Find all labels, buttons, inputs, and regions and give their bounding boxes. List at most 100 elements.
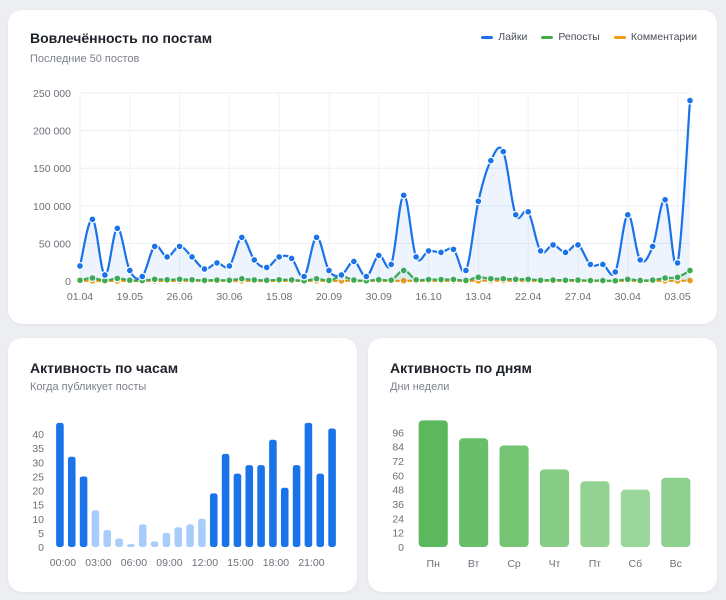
data-point-likes <box>387 260 396 269</box>
data-point-reposts <box>661 273 670 282</box>
data-point-reposts <box>499 274 508 283</box>
y-tick-label: 200 000 <box>33 126 71 138</box>
x-tick-label: 12:00 <box>192 557 218 569</box>
data-point-likes <box>437 248 446 257</box>
data-point-likes <box>175 242 184 251</box>
engagement-legend: Лайки Репосты Комментарии <box>481 31 697 43</box>
hours-title: Активность по часам <box>30 360 179 376</box>
data-point-likes <box>399 191 408 200</box>
data-point-likes <box>499 147 508 156</box>
x-tick-label: 15:00 <box>227 557 253 569</box>
legend-label-reposts: Репосты <box>558 31 600 43</box>
hour-bar <box>221 453 230 547</box>
data-point-reposts <box>387 276 396 285</box>
legend-item-likes[interactable]: Лайки <box>481 31 527 43</box>
days-subtitle: Дни недели <box>390 381 450 393</box>
data-point-likes <box>100 270 109 279</box>
data-point-likes <box>374 251 383 260</box>
y-tick-label: 60 <box>392 470 404 482</box>
y-tick-label: 84 <box>392 442 404 454</box>
data-point-likes <box>237 233 246 242</box>
data-point-likes <box>125 266 134 275</box>
x-tick-label: 30.04 <box>615 291 641 303</box>
x-tick-label: 15.08 <box>266 291 292 303</box>
data-point-reposts <box>113 274 122 283</box>
hour-bar <box>257 465 265 547</box>
hours-card: Активность по часам Когда публикует пост… <box>8 338 357 592</box>
series-line-likes <box>78 100 692 280</box>
data-point-reposts <box>225 276 234 285</box>
hour-bar <box>245 465 254 547</box>
data-point-likes <box>486 156 495 165</box>
x-tick-label: 01.04 <box>67 291 93 303</box>
legend-item-reposts[interactable]: Репосты <box>541 31 600 43</box>
days-title: Активность по дням <box>390 360 532 376</box>
legend-label-likes: Лайки <box>498 31 528 43</box>
data-point-likes <box>661 195 670 204</box>
day-bar <box>459 438 489 547</box>
y-tick-label: 24 <box>392 513 404 525</box>
y-tick-label: 5 <box>38 528 44 540</box>
data-point-reposts <box>474 273 483 282</box>
data-point-likes <box>200 264 209 273</box>
data-point-likes <box>275 252 284 261</box>
data-point-likes <box>611 267 620 276</box>
data-point-likes <box>673 258 682 267</box>
data-point-comments <box>399 276 408 285</box>
y-tick-label: 40 <box>32 429 44 441</box>
data-point-reposts <box>611 276 620 285</box>
data-point-likes <box>524 207 533 216</box>
data-point-likes <box>163 252 172 261</box>
data-point-likes <box>549 240 558 249</box>
y-tick-label: 10 <box>32 514 44 526</box>
y-tick-label: 35 <box>32 443 44 455</box>
data-point-reposts <box>524 275 533 284</box>
x-tick-label: 21:00 <box>298 557 324 569</box>
data-point-reposts <box>200 276 209 285</box>
hour-bar <box>292 465 301 547</box>
x-tick-label: Пн <box>427 558 441 570</box>
data-point-likes <box>337 270 346 279</box>
engagement-chart: 0 50 000 100 000 150 000 200 000 250 000 01.04… <box>33 88 694 303</box>
data-point-likes <box>349 257 358 266</box>
hour-bar <box>209 493 218 547</box>
data-point-likes <box>461 266 470 275</box>
data-point-reposts <box>188 275 197 284</box>
day-bar <box>620 489 650 547</box>
data-point-reposts <box>412 275 421 284</box>
hour-bar <box>269 439 277 547</box>
data-point-reposts <box>88 273 97 282</box>
hour-bar <box>233 473 242 547</box>
data-point-reposts <box>648 276 657 285</box>
data-point-reposts <box>424 275 433 284</box>
x-tick-label: Пт <box>589 558 602 570</box>
hour-bar <box>138 524 147 547</box>
data-point-reposts <box>561 276 570 285</box>
data-point-reposts <box>324 276 333 285</box>
hour-bar <box>67 456 76 547</box>
data-point-likes <box>113 224 122 233</box>
x-tick-label: 18:00 <box>263 557 289 569</box>
day-bar <box>499 445 529 547</box>
data-point-reposts <box>549 276 558 285</box>
data-point-reposts <box>486 274 495 283</box>
data-point-likes <box>561 248 570 257</box>
y-tick-label: 25 <box>32 471 44 483</box>
legend-item-comments[interactable]: Комментарии <box>613 31 697 43</box>
data-point-likes <box>312 233 321 242</box>
data-point-likes <box>300 272 309 281</box>
engagement-title: Вовлечённость по постам <box>30 30 213 46</box>
data-point-likes <box>424 246 433 255</box>
y-tick-label: 72 <box>392 456 404 468</box>
x-tick-label: 19.05 <box>117 291 143 303</box>
y-tick-label: 96 <box>392 427 404 439</box>
hour-bar <box>174 527 183 547</box>
data-point-likes <box>138 272 147 281</box>
data-point-reposts <box>511 275 520 284</box>
y-tick-label: 0 <box>65 276 71 288</box>
data-point-likes <box>586 260 595 269</box>
data-point-reposts <box>623 275 632 284</box>
x-tick-label: 27.04 <box>565 291 591 303</box>
y-tick-label: 0 <box>38 542 44 554</box>
data-point-likes <box>324 266 333 275</box>
